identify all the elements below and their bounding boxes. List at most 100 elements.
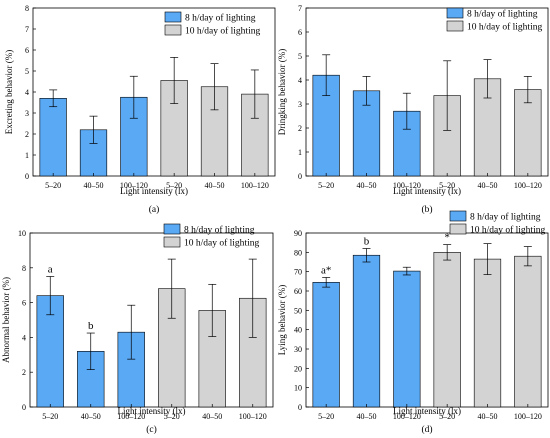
legend-label: 10 h/day of lighting (184, 238, 259, 249)
y-tick-label: 4 (25, 88, 29, 97)
y-tick-label: 6 (22, 299, 26, 308)
plot-frame (29, 232, 274, 408)
panel-label: (d) (421, 424, 432, 435)
y-tick-label: 5 (25, 67, 29, 76)
y-tick-label: 4 (298, 76, 302, 85)
x-tick-label: 40–50 (81, 412, 101, 421)
y-tick-label: 4 (22, 333, 26, 342)
y-tick-label: 8 (22, 264, 26, 273)
y-axis-label: Dringking behavior (%) (277, 49, 287, 135)
x-axis-label: Light intensity (lx) (118, 406, 186, 416)
legend: 8 h/day of lighting 10 h/day of lighting (164, 11, 260, 37)
panel-label: (a) (149, 204, 160, 215)
bar (39, 98, 67, 177)
y-tick-label: 6 (298, 28, 302, 37)
legend-swatch (163, 223, 181, 235)
significance-label: * (444, 232, 450, 244)
x-tick-label: 5–20 (318, 181, 334, 190)
x-tick-label: 40–50 (84, 181, 104, 190)
y-tick-label: 40 (294, 326, 302, 335)
y-tick-label: 2 (22, 368, 26, 377)
y-tick-label: 70 (294, 268, 302, 277)
x-tick-label: 5–20 (318, 412, 334, 421)
x-tick-label: 100–120 (393, 412, 421, 421)
significance-label: b (88, 320, 94, 332)
y-tick-label: 1 (25, 151, 29, 160)
x-tick-label: 100–120 (239, 412, 267, 421)
legend-swatch (446, 7, 464, 19)
y-axis-label: Excreting behavior (%) (4, 50, 14, 134)
y-tick-label: 30 (294, 345, 302, 354)
chart-panel-3: 0 2 4 6 8 10 a 5–20 b 40–50 100–120 5–20 40–50 100–12… (1, 223, 274, 435)
legend: 8 h/day of lighting 10 h/day of lighting (449, 210, 545, 236)
x-tick-label: 100–120 (393, 181, 421, 190)
y-axis-label: Abnormal behavior (%) (1, 277, 11, 363)
chart-panel-2: 0 1 2 3 4 5 6 7 5–20 40–50 100–120 5–20 40–50 100–120… (277, 4, 549, 215)
legend: 8 h/day of lighting 10 h/day of lighting (446, 7, 542, 33)
y-axis-label: Lying behavior (%) (277, 285, 287, 355)
x-tick-label: 40–50 (478, 412, 498, 421)
x-tick-label: 100–120 (514, 412, 542, 421)
y-tick-label: 0 (22, 403, 26, 412)
y-tick-label: 50 (294, 306, 302, 315)
x-tick-label: 5–20 (439, 181, 455, 190)
x-tick-label: 40–50 (205, 181, 225, 190)
legend-swatch (164, 24, 182, 36)
significance-label: b (364, 235, 370, 247)
y-tick-label: 10 (18, 229, 26, 238)
x-tick-label: 5–20 (439, 412, 455, 421)
panel-label: (c) (146, 424, 157, 435)
significance-label: a* (321, 264, 331, 276)
y-tick-label: 60 (294, 287, 302, 296)
x-axis-label: Light intensity (lx) (393, 186, 461, 196)
y-tick-label: 0 (298, 172, 302, 181)
y-tick-label: 3 (25, 109, 29, 118)
x-tick-label: 5–20 (45, 181, 61, 190)
chart-panel-4: 0 10 20 30 40 50 60 70 80 90 a* 5–20 b 40–50 100–120 * 5… (277, 210, 549, 435)
legend-swatch (449, 223, 467, 235)
legend-label: 8 h/day of lighting (470, 212, 541, 223)
legend-swatch (449, 210, 467, 222)
significance-label: a (48, 264, 53, 276)
legend-label: 10 h/day of lighting (185, 26, 260, 37)
bar (473, 258, 502, 408)
x-tick-label: 5–20 (42, 412, 58, 421)
y-tick-label: 10 (294, 384, 302, 393)
y-tick-label: 6 (25, 46, 29, 55)
y-tick-label: 5 (298, 52, 302, 61)
legend-swatch (446, 20, 464, 32)
bar (352, 254, 381, 408)
x-tick-label: 40–50 (357, 412, 377, 421)
y-tick-label: 7 (25, 25, 29, 34)
bar (393, 270, 421, 408)
y-tick-label: 90 (294, 229, 302, 238)
y-tick-label: 7 (298, 4, 302, 13)
y-tick-label: 20 (294, 364, 302, 373)
y-tick-label: 2 (25, 130, 29, 139)
x-tick-label: 40–50 (357, 181, 377, 190)
chart-panel-1: 0 1 2 3 4 5 6 7 8 5–20 40–50 100–120 5–20 40–50 100–12… (4, 4, 276, 215)
legend-label: 8 h/day of lighting (184, 225, 255, 236)
legend-label: 10 h/day of lighting (470, 225, 545, 236)
x-tick-label: 100–120 (514, 181, 542, 190)
y-tick-label: 3 (298, 100, 302, 109)
legend: 8 h/day of lighting 10 h/day of lighting (163, 223, 259, 249)
y-tick-label: 80 (294, 248, 302, 257)
y-tick-label: 8 (25, 4, 29, 13)
y-tick-label: 0 (298, 403, 302, 412)
legend-label: 10 h/day of lighting (467, 22, 542, 33)
legend-swatch (163, 236, 181, 248)
y-tick-label: 0 (25, 172, 29, 181)
x-axis-label: Light intensity (lx) (393, 406, 461, 416)
x-tick-label: 5–20 (164, 412, 180, 421)
x-tick-label: 40–50 (202, 412, 222, 421)
plot-frame (305, 232, 549, 408)
x-tick-label: 100–120 (241, 181, 269, 190)
x-tick-label: 100–120 (117, 412, 145, 421)
x-axis-label: Light intensity (lx) (120, 186, 188, 196)
plot-frame (305, 7, 549, 177)
x-tick-label: 100–120 (120, 181, 148, 190)
legend-swatch (164, 11, 182, 23)
x-tick-label: 40–50 (478, 181, 498, 190)
